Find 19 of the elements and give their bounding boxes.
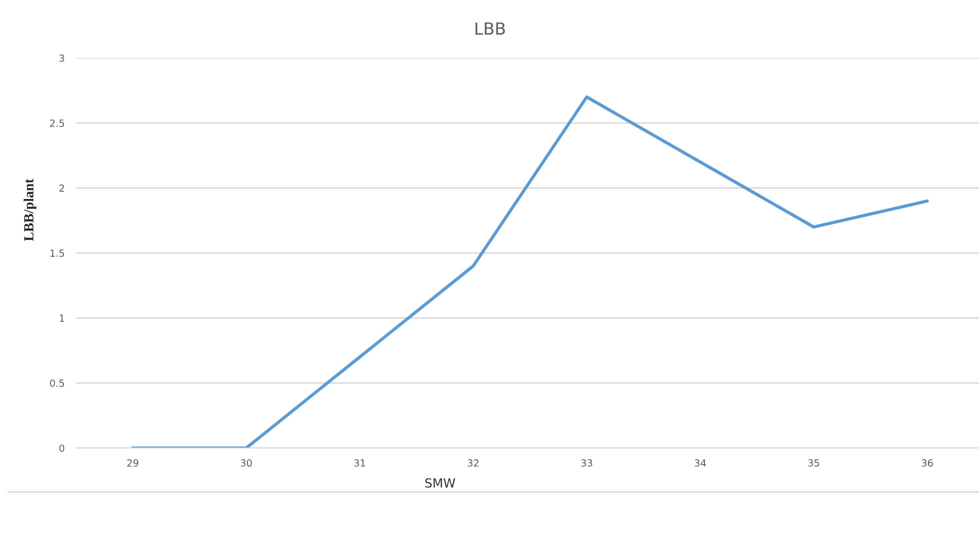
y-tick-label: 0 <box>59 444 64 452</box>
x-axis-title: SMW <box>425 478 456 488</box>
x-tick-label: 36 <box>922 459 933 467</box>
x-tick-label: 31 <box>354 459 366 467</box>
x-tick-label: 30 <box>240 459 252 467</box>
x-tick-label: 35 <box>808 459 820 467</box>
y-tick-label: 1 <box>60 314 64 322</box>
y-tick-label: 1.5 <box>50 250 64 257</box>
y-tick-label: 2.5 <box>50 119 64 127</box>
x-tick-label: 34 <box>694 459 706 467</box>
chart-title: LBB <box>476 22 505 35</box>
y-tick-label: 0.5 <box>50 379 64 387</box>
x-tick-label: 32 <box>468 459 478 467</box>
line-series <box>131 95 929 448</box>
y-tick-label: 3 <box>59 54 64 62</box>
x-tick-label: 33 <box>581 459 592 467</box>
y-tick-label: 2 <box>59 184 64 192</box>
y-axis-title: LBB/plant <box>24 178 36 242</box>
x-tick-label: 29 <box>127 459 138 467</box>
